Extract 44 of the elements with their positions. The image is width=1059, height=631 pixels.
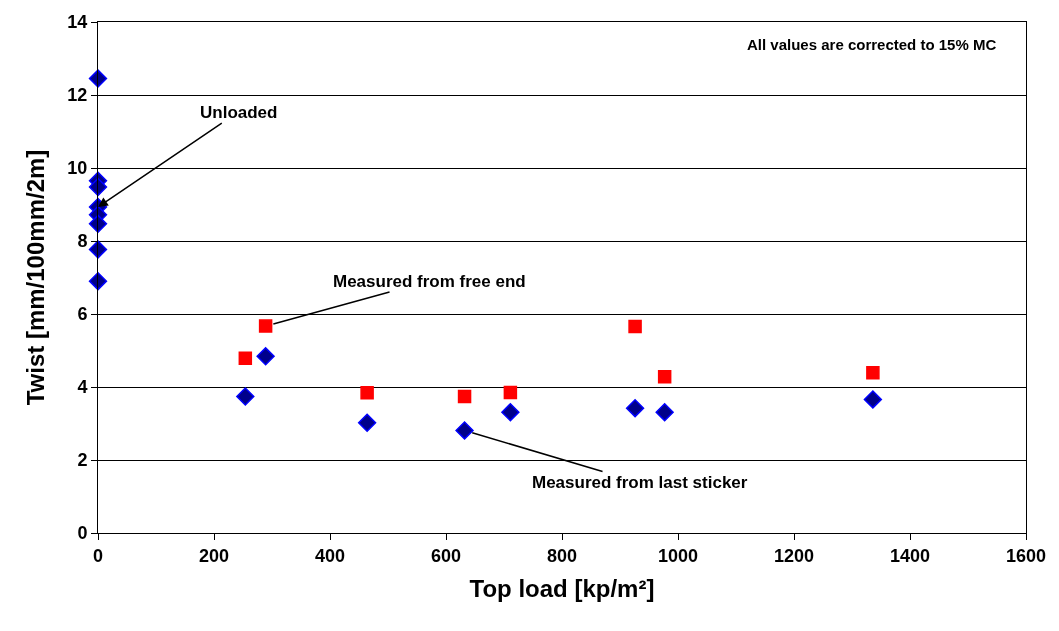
annotation: Unloaded xyxy=(200,103,278,122)
x-tick-label: 1200 xyxy=(773,545,815,566)
y-tick-label: 14 xyxy=(67,12,88,33)
y-tick-label: 8 xyxy=(77,231,88,252)
annotation: Measured from free end xyxy=(333,272,526,291)
x-tick-label: 400 xyxy=(314,545,346,566)
point xyxy=(258,319,273,333)
point xyxy=(236,387,255,406)
point xyxy=(88,271,108,291)
point xyxy=(657,370,672,384)
y-tick-label: 12 xyxy=(67,85,88,106)
point xyxy=(863,390,883,409)
point xyxy=(503,385,518,400)
x-tick-label: 0 xyxy=(92,545,104,566)
point xyxy=(625,398,645,418)
point xyxy=(455,421,474,440)
point xyxy=(88,177,108,197)
point xyxy=(457,389,472,404)
point xyxy=(238,351,253,365)
annotation: All values are corrected to 15% MC xyxy=(747,36,997,53)
point xyxy=(501,402,520,422)
x-axis-title: Top load [kp/m²] xyxy=(469,574,655,602)
point xyxy=(88,240,108,259)
y-tick-label: 6 xyxy=(77,304,88,325)
x-tick-label: 200 xyxy=(198,545,230,566)
y-tick-label: 4 xyxy=(77,377,88,398)
annotation: Measured from last sticker xyxy=(532,473,748,492)
point xyxy=(360,386,374,400)
point xyxy=(866,366,880,380)
y-axis-title: Twist [mm/100mm/2m] xyxy=(22,149,50,406)
x-tick-label: 1400 xyxy=(889,545,931,566)
point xyxy=(357,413,377,432)
point xyxy=(88,69,108,88)
point xyxy=(88,214,108,234)
y-tick-label: 2 xyxy=(77,450,88,471)
point xyxy=(655,402,674,422)
point xyxy=(628,319,642,334)
point xyxy=(256,347,275,366)
x-tick-label: 1600 xyxy=(1005,545,1047,566)
y-tick-label: 10 xyxy=(67,158,88,179)
x-tick-label: 600 xyxy=(430,545,462,566)
x-tick-label: 800 xyxy=(546,545,578,566)
y-tick-label: 0 xyxy=(77,523,88,544)
x-tick-label: 1000 xyxy=(657,545,699,566)
